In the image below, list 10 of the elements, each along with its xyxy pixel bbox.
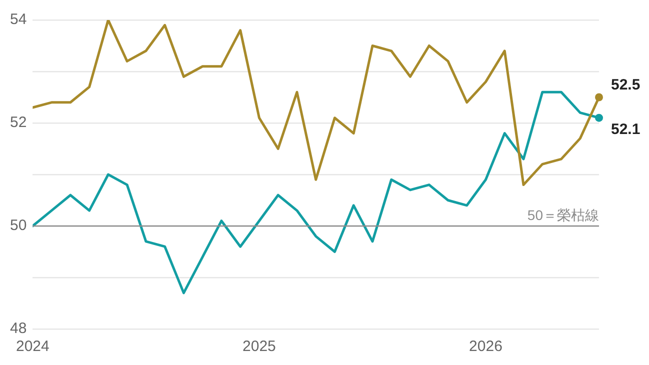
x-tick-label: 2024 [16,338,50,356]
x-tick-label: 2026 [469,338,502,356]
ref-line-label: 50＝榮枯線 [527,206,599,223]
y-tick-label: 48 [10,320,27,338]
x-tick-label: 2025 [242,338,276,356]
y-tick-label: 54 [10,11,27,28]
y-tick-label: 50 [10,217,27,234]
y-tick-label: 52 [10,114,27,132]
data-label: 52.5 [611,76,640,94]
data-label: 52.1 [611,120,640,138]
